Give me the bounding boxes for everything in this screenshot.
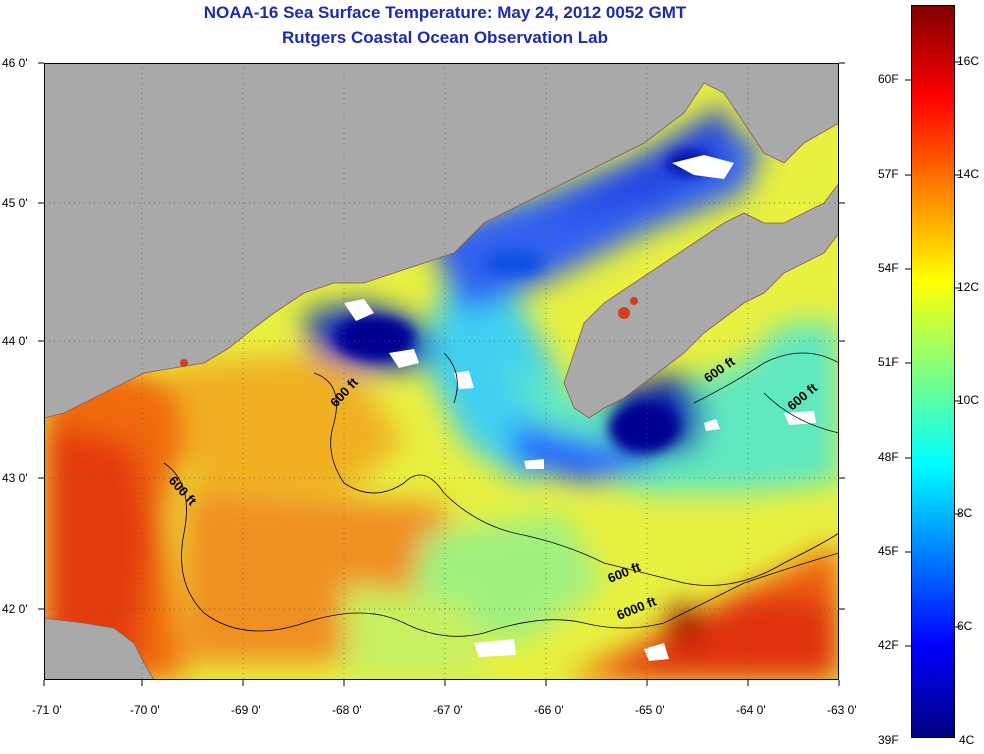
x-tick-label: -69 0' — [231, 703, 261, 717]
colorbar-c-label: 10C — [957, 393, 980, 407]
colorbar-f-label: 51F — [878, 355, 899, 369]
colorbar-f-label: 57F — [878, 167, 899, 181]
y-tick-label: 44 0' — [2, 334, 28, 348]
x-tick-label: -63 0' — [827, 703, 857, 717]
map-title: NOAA-16 Sea Surface Temperature: May 24,… — [203, 3, 687, 22]
colorbar-f-label: 48F — [878, 450, 899, 464]
colorbar-c-label: 4C — [959, 733, 975, 747]
x-tick-label: -65 0' — [635, 703, 665, 717]
y-tick-label: 46 0' — [2, 56, 28, 70]
colorbar-c-label: 12C — [957, 280, 980, 294]
x-tick-label: -70 0' — [130, 703, 160, 717]
colorbar-f-label: 45F — [878, 544, 899, 558]
x-tick-label: -67 0' — [433, 703, 463, 717]
colorbar-ticks — [905, 61, 961, 647]
colorbar-f-label: 42F — [878, 638, 899, 652]
y-tick-label: 45 0' — [2, 196, 28, 210]
map-subtitle: Rutgers Coastal Ocean Observation Lab — [282, 28, 608, 47]
sst-map: 600 ft 600 ft 600 ft 600 ft 600 ft 6000 … — [44, 63, 839, 680]
colorbar-f-label: 39F — [878, 733, 899, 747]
colorbar-c-label: 14C — [957, 167, 980, 181]
colorbar-f-label: 54F — [878, 261, 899, 275]
x-tick-label: -66 0' — [534, 703, 564, 717]
map-frame — [44, 63, 839, 680]
y-tick-label: 43 0' — [2, 471, 28, 485]
colorbar-c-label: 8C — [957, 506, 973, 520]
y-tick-label: 42 0' — [2, 602, 28, 616]
x-tick-label: -68 0' — [332, 703, 362, 717]
x-tick-label: -64 0' — [736, 703, 766, 717]
colorbar-f-label: 60F — [878, 72, 899, 86]
colorbar-c-label: 16C — [957, 54, 980, 68]
colorbar-c-label: 6C — [957, 619, 973, 633]
x-tick-label: -71 0' — [32, 703, 62, 717]
colorbar — [911, 5, 955, 738]
